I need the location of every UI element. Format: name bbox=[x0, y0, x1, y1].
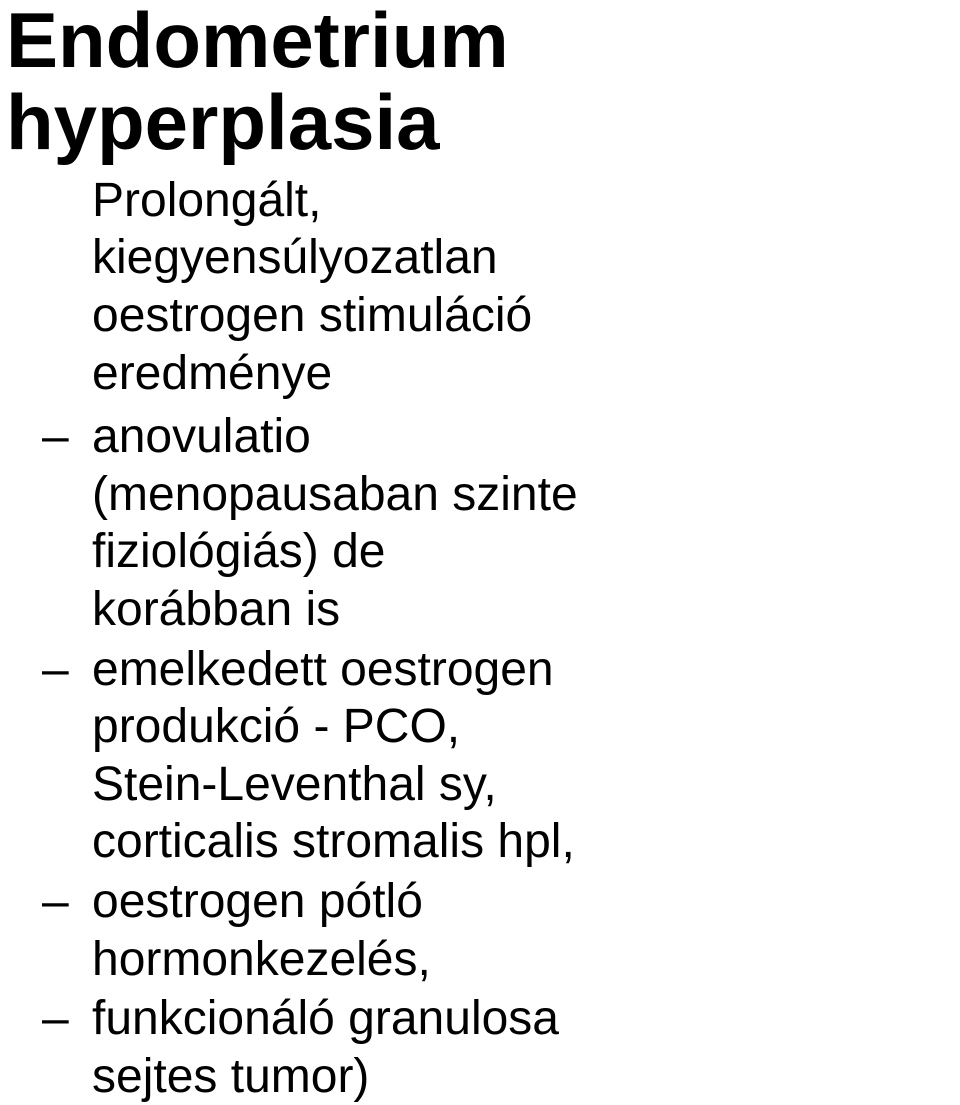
list-item: oestrogen pótló hormonkezelés, bbox=[20, 873, 580, 988]
list-item: emelkedett oestrogen produkció - PCO, St… bbox=[20, 641, 580, 871]
intro-block: Prolongált, kiegyensúlyozatlan oestrogen… bbox=[0, 172, 652, 402]
slide: Endometrium hyperplasia Prolongált, kieg… bbox=[0, 0, 960, 813]
slide-title: Endometrium hyperplasia bbox=[0, 0, 960, 164]
list-item: anovulatio (menopausaban szinte fiziológ… bbox=[20, 408, 580, 638]
intro-line: oestrogen stimuláció bbox=[92, 287, 652, 345]
list-item: funkcionáló granulosa sejtes tumor) bbox=[20, 990, 580, 1105]
bullet-list: anovulatio (menopausaban szinte fiziológ… bbox=[0, 408, 580, 1105]
intro-line: kiegyensúlyozatlan bbox=[92, 229, 652, 287]
intro-line: eredménye bbox=[92, 345, 652, 403]
intro-line: Prolongált, bbox=[92, 172, 652, 230]
